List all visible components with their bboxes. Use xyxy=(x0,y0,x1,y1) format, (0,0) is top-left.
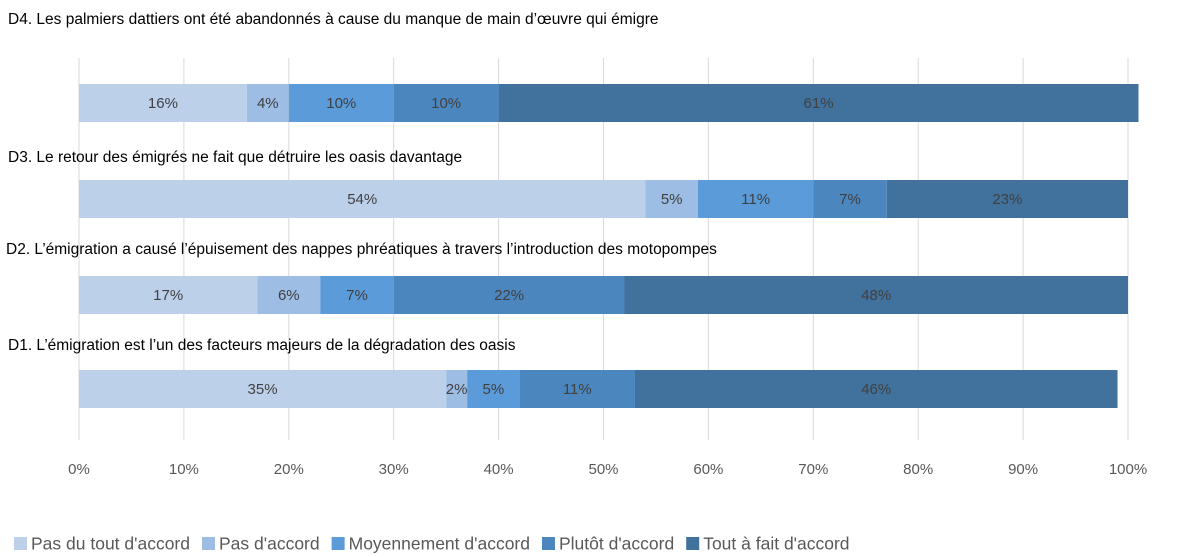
x-tick-label: 80% xyxy=(903,461,933,478)
value-label: 35% xyxy=(248,381,278,398)
value-label: 5% xyxy=(661,191,683,208)
legend-swatch xyxy=(14,537,27,550)
legend-label: Pas d'accord xyxy=(219,534,320,554)
bar-segment xyxy=(446,370,468,408)
bar-segment xyxy=(320,276,394,314)
value-label: 6% xyxy=(278,287,300,304)
value-label: 16% xyxy=(148,95,178,112)
bar-segment xyxy=(246,84,289,122)
x-tick-label: 40% xyxy=(484,461,514,478)
bar-segment xyxy=(498,84,1139,122)
legend-swatch xyxy=(331,537,345,550)
bar-segment xyxy=(886,180,1128,218)
bar-segment xyxy=(393,276,625,314)
bar-segment xyxy=(79,180,646,218)
legend-swatch xyxy=(541,537,555,550)
category-label: D2. L’émigration a causé l’épuisement de… xyxy=(6,241,717,258)
legend-label: Plutôt d'accord xyxy=(559,534,674,554)
bar-segment xyxy=(813,180,887,218)
x-tick-label: 30% xyxy=(379,461,409,478)
bar-segment xyxy=(519,370,635,408)
x-tick-label: 20% xyxy=(274,461,304,478)
category-label: D4. Les palmiers dattiers ont été abando… xyxy=(8,11,659,28)
bar-segment xyxy=(79,276,258,314)
bar-segment xyxy=(697,180,814,218)
value-label: 10% xyxy=(431,95,461,112)
bar-segment xyxy=(79,84,247,122)
bar-segment xyxy=(393,84,499,122)
x-tick-label: 70% xyxy=(798,461,828,478)
x-tick-label: 90% xyxy=(1008,461,1038,478)
value-label: 4% xyxy=(257,95,279,112)
bar-segment xyxy=(624,276,1128,314)
value-label: 10% xyxy=(326,95,356,112)
value-label: 2% xyxy=(446,381,468,398)
bar-segment xyxy=(79,370,447,408)
value-label: 17% xyxy=(153,287,183,304)
value-label: 11% xyxy=(741,191,770,208)
value-label: 61% xyxy=(804,95,834,112)
bar-segment xyxy=(467,370,520,408)
legend-label: Moyennement d'accord xyxy=(349,534,530,554)
category-label: D3. Le retour des émigrés ne fait que dé… xyxy=(8,149,462,166)
value-label: 7% xyxy=(346,287,368,304)
x-tick-label: 10% xyxy=(169,461,199,478)
category-label: D1. L’émigration est l’un des facteurs m… xyxy=(8,337,516,354)
x-tick-label: 60% xyxy=(693,461,723,478)
x-tick-label: 100% xyxy=(1109,461,1147,478)
value-label: 5% xyxy=(483,381,505,398)
value-label: 48% xyxy=(861,287,891,304)
legend-label: Pas du tout d'accord xyxy=(31,534,190,554)
value-label: 22% xyxy=(494,287,524,304)
bar-segment xyxy=(288,84,394,122)
x-tick-label: 50% xyxy=(588,461,618,478)
value-label: 54% xyxy=(347,191,377,208)
value-label: 11% xyxy=(563,381,592,398)
bar-segment xyxy=(257,276,321,314)
value-label: 7% xyxy=(839,191,861,208)
legend-swatch xyxy=(202,537,215,550)
bar-segment xyxy=(634,370,1118,408)
value-label: 23% xyxy=(992,191,1022,208)
x-tick-label: 0% xyxy=(68,461,90,478)
legend-label: Tout à fait d'accord xyxy=(703,534,849,554)
value-label: 46% xyxy=(861,381,891,398)
bar-segment xyxy=(645,180,698,218)
legend-swatch xyxy=(686,537,700,550)
